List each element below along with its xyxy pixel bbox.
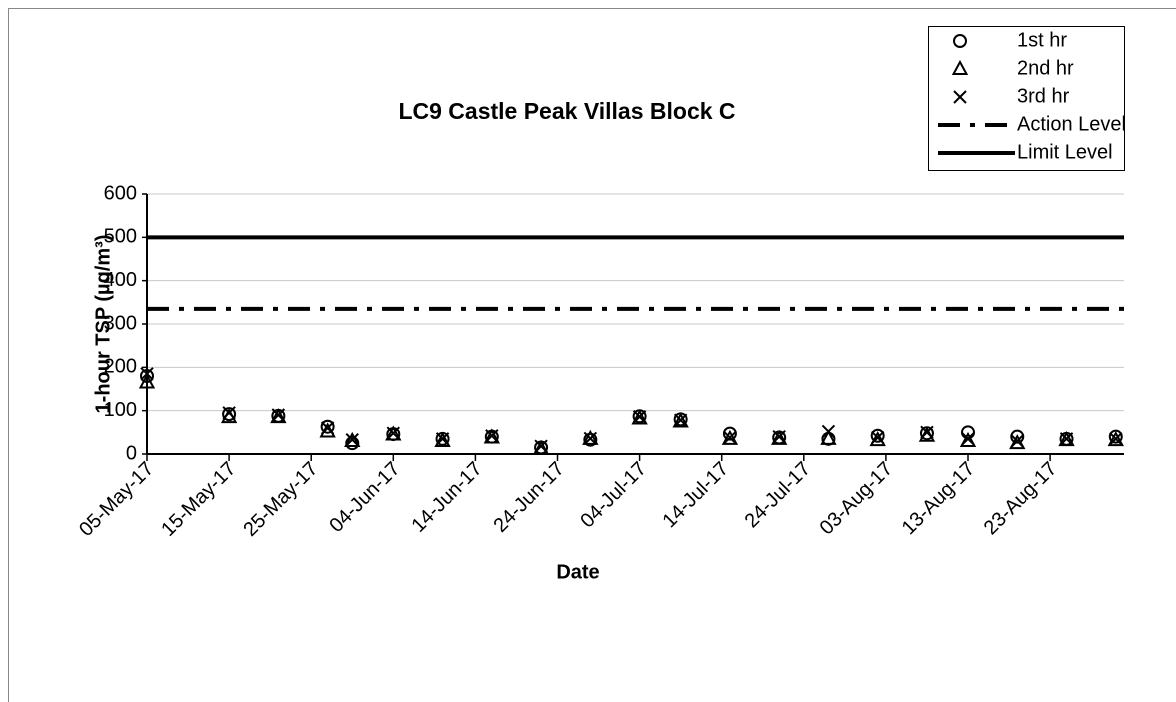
point (1108, 429, 1123, 444)
chart-title: LC9 Castle Peak Villas Block C (398, 98, 735, 124)
point (386, 426, 401, 440)
legend-label: 1st hr (1017, 29, 1067, 51)
point (1107, 431, 1124, 447)
point (582, 429, 599, 445)
y-tick-label: 100 (104, 399, 137, 421)
point (483, 428, 501, 444)
point (270, 408, 287, 424)
point (345, 432, 359, 447)
legend-label: 2nd hr (1017, 57, 1074, 79)
point (344, 431, 361, 447)
point (485, 429, 499, 443)
point (434, 431, 451, 447)
point (1058, 431, 1075, 447)
legend-marker (951, 59, 969, 75)
point (222, 406, 236, 420)
point (821, 424, 836, 439)
y-tick-label: 500 (104, 226, 137, 248)
point (920, 425, 934, 440)
point (961, 432, 975, 446)
point (632, 410, 647, 424)
point (721, 429, 739, 445)
point (870, 428, 885, 443)
legend-label: 3rd hr (1017, 85, 1070, 107)
y-axis-label: 1-hour TSP (µg/m³) (92, 235, 114, 414)
point (1109, 432, 1123, 446)
point (723, 430, 737, 445)
point (435, 432, 450, 446)
point (320, 421, 335, 435)
point (820, 429, 837, 445)
legend-marker (953, 90, 967, 104)
point (722, 426, 737, 441)
legend-marker (953, 34, 967, 48)
y-tick-label: 200 (104, 356, 137, 378)
legend-label: Limit Level (1017, 141, 1113, 163)
point (534, 439, 548, 453)
y-tick-label: 300 (104, 312, 137, 334)
point (1059, 432, 1074, 446)
point (673, 413, 688, 427)
point (631, 409, 648, 425)
point (869, 431, 886, 447)
legend-label: Action Level (1017, 113, 1126, 135)
point (385, 425, 402, 441)
point (583, 431, 598, 446)
point (772, 429, 786, 444)
point (271, 408, 286, 422)
x-axis-label: Date (556, 561, 599, 583)
point (1009, 434, 1026, 450)
point (138, 373, 156, 389)
y-tick-label: 400 (104, 269, 137, 291)
point (1010, 429, 1025, 444)
point (959, 431, 977, 447)
point (672, 412, 689, 428)
point (140, 367, 154, 381)
point (532, 439, 550, 455)
point (870, 430, 885, 445)
y-tick-label: 600 (104, 182, 137, 204)
point (140, 369, 154, 383)
y-tick-label: 0 (126, 442, 137, 464)
point (770, 429, 788, 445)
point (1010, 434, 1024, 448)
point (320, 419, 335, 434)
